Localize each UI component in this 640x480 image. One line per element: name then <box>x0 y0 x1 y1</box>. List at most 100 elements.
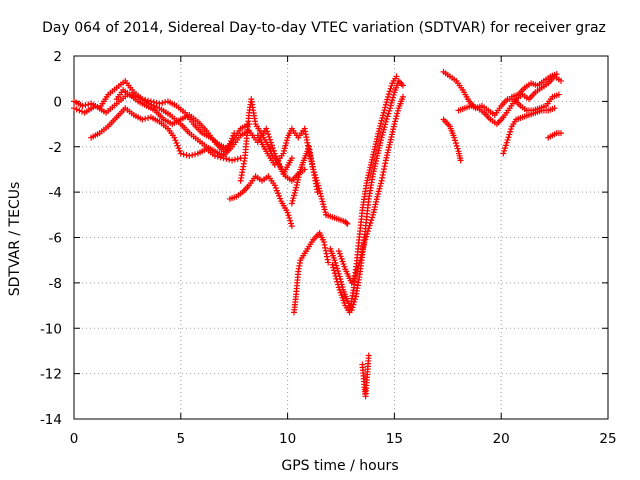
data-point <box>381 166 388 173</box>
data-point <box>394 110 401 117</box>
data-point <box>378 134 385 141</box>
data-point <box>376 185 383 192</box>
chart-title: Day 064 of 2014, Sidereal Day-to-day VTE… <box>42 20 606 36</box>
data-point <box>76 107 83 114</box>
data-point <box>369 214 376 221</box>
y-tick-label: 2 <box>53 49 62 65</box>
data-point <box>383 99 390 106</box>
data-point <box>288 155 295 162</box>
data-point <box>382 101 389 108</box>
data-point <box>214 153 221 160</box>
data-point <box>288 223 295 230</box>
y-tick-label: -2 <box>49 140 62 156</box>
plot-border <box>73 55 609 420</box>
data-point <box>175 145 182 152</box>
data-point <box>375 191 382 198</box>
series-s13 <box>335 93 406 286</box>
data-point <box>335 281 342 288</box>
data-point <box>291 189 298 196</box>
series-s15 <box>440 68 562 118</box>
series-s16 <box>440 116 464 164</box>
data-point <box>399 93 406 100</box>
data-point <box>283 137 290 144</box>
data-point <box>280 150 287 157</box>
data-point <box>382 118 389 125</box>
x-tick-label: 15 <box>386 431 403 447</box>
data-point <box>314 189 321 196</box>
data-point <box>380 112 387 119</box>
data-points <box>71 68 565 400</box>
data-point <box>79 102 86 109</box>
data-point <box>361 239 368 246</box>
data-point <box>391 121 398 128</box>
data-point <box>377 183 384 190</box>
series-s20 <box>545 130 565 141</box>
data-point <box>282 142 289 149</box>
data-point <box>343 219 350 226</box>
data-point <box>452 140 459 147</box>
data-point <box>351 298 358 305</box>
data-point <box>288 200 295 207</box>
data-point <box>380 129 387 136</box>
series-s14 <box>359 352 372 400</box>
data-point <box>319 198 326 205</box>
data-point <box>292 187 299 194</box>
data-point <box>376 125 383 132</box>
data-point <box>508 126 515 133</box>
data-point <box>331 270 338 277</box>
data-point <box>386 107 393 114</box>
data-point <box>365 225 372 232</box>
data-point <box>451 134 458 141</box>
data-point <box>333 275 340 282</box>
y-tick-label: -6 <box>49 231 62 247</box>
data-point <box>558 130 565 137</box>
data-point <box>355 262 362 269</box>
data-point <box>290 195 297 202</box>
data-point <box>330 264 337 271</box>
data-point <box>364 230 371 237</box>
data-point <box>231 156 238 163</box>
data-point <box>501 147 508 154</box>
y-tick-label: 0 <box>53 94 62 110</box>
data-point <box>381 124 388 131</box>
series-s10 <box>323 211 351 227</box>
series-s18 <box>500 105 558 157</box>
y-tick-label: -14 <box>40 412 62 428</box>
data-point <box>266 133 273 140</box>
data-point <box>505 134 512 141</box>
data-point <box>332 273 339 280</box>
data-point <box>269 145 276 152</box>
data-point <box>454 145 461 152</box>
x-tick-label: 20 <box>493 431 510 447</box>
data-point <box>384 113 391 120</box>
data-point <box>272 184 279 191</box>
data-point <box>365 352 372 359</box>
data-point <box>321 206 328 213</box>
data-point <box>390 91 397 98</box>
data-point <box>174 142 181 149</box>
data-point <box>283 139 290 146</box>
data-point <box>394 107 401 114</box>
data-point <box>353 268 360 275</box>
data-point <box>453 142 460 149</box>
series-s5 <box>226 173 295 230</box>
data-point <box>502 145 509 152</box>
data-point <box>281 147 288 154</box>
data-point <box>502 142 509 149</box>
data-point <box>289 197 296 204</box>
data-point <box>553 71 560 78</box>
data-point <box>321 241 328 248</box>
data-point <box>320 203 327 210</box>
y-tick-label: -8 <box>49 276 62 292</box>
y-tick-label: -10 <box>40 321 62 337</box>
series-s11 <box>327 77 406 314</box>
data-point <box>263 125 270 132</box>
data-point <box>507 128 514 135</box>
series-s8 <box>291 229 332 316</box>
data-point <box>220 155 227 162</box>
data-point <box>381 107 388 114</box>
data-point <box>334 265 341 272</box>
data-point <box>354 265 361 272</box>
x-tick-label: 0 <box>70 431 79 447</box>
